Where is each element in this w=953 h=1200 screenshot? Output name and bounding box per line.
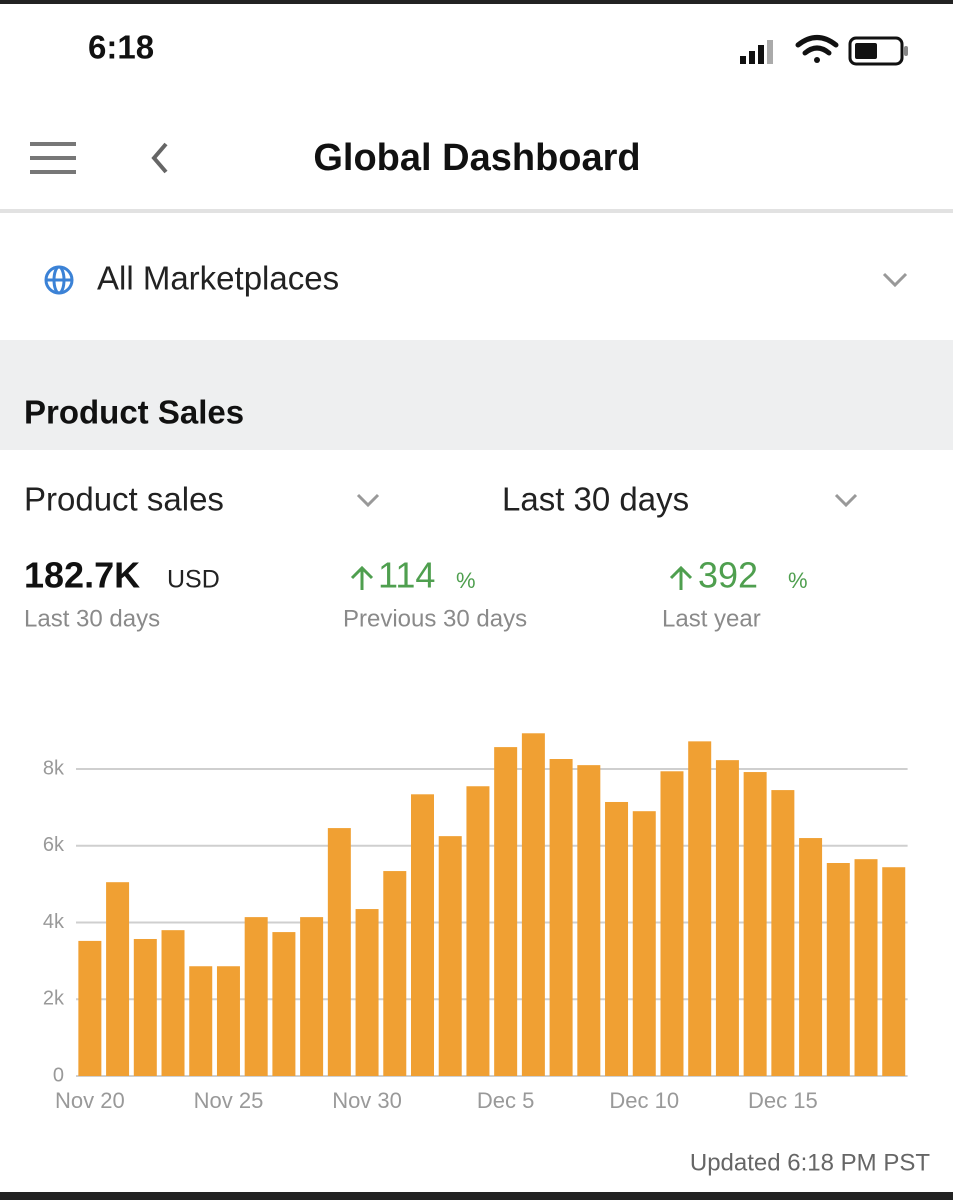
bar: [106, 882, 130, 1076]
y-tick-label: 6k: [43, 834, 65, 856]
bar: [549, 758, 573, 1076]
signal-icon: [740, 40, 773, 64]
bar: [189, 966, 213, 1076]
bar: [133, 938, 157, 1076]
chevron: [882, 272, 908, 288]
bar: [244, 917, 268, 1076]
chevron: [356, 493, 380, 508]
x-tick-label: Nov 20: [55, 1088, 125, 1113]
bar: [577, 765, 601, 1076]
y-tick-label: 8k: [43, 757, 65, 779]
stat-label: Last year: [662, 605, 761, 632]
globe-icon: [44, 265, 74, 295]
section-band: [0, 340, 953, 450]
back-button[interactable]: [151, 142, 168, 174]
metric-label: Product sales: [24, 481, 224, 518]
page-title: Global Dashboard: [313, 137, 640, 179]
y-tick-label: 2k: [43, 988, 65, 1010]
bar: [161, 930, 185, 1076]
bar: [438, 836, 462, 1076]
bar: [216, 966, 240, 1076]
stat-value: 114: [378, 555, 435, 596]
bar: [494, 747, 518, 1076]
up-arrow: [669, 565, 693, 590]
bar: [660, 771, 684, 1076]
stat-label: Last 30 days: [24, 605, 160, 632]
bar: [383, 871, 407, 1076]
status-time: 6:18: [88, 29, 154, 66]
bar: [688, 741, 712, 1076]
bar: [605, 801, 629, 1076]
bar: [715, 760, 739, 1076]
up-arrow: [350, 565, 374, 590]
header-divider: [0, 209, 953, 213]
bar: [327, 828, 351, 1076]
stat-unit: %: [788, 568, 808, 593]
bar: [799, 838, 823, 1076]
stat-value: 392: [698, 555, 758, 596]
bar: [771, 790, 795, 1076]
stat-value: 182.7K: [24, 555, 140, 596]
period-dropdown[interactable]: Last 30 days: [502, 481, 858, 518]
bar: [355, 909, 379, 1076]
bar: [632, 811, 656, 1076]
bar: [411, 794, 434, 1076]
x-tick-label: Nov 30: [332, 1088, 402, 1113]
y-tick-label: 4k: [43, 911, 65, 933]
chart: 0 2k 4k 6k 8k Nov 20 Nov 25 Nov 30 Dec 5 Dec 10 De…: [43, 733, 908, 1113]
metric-dropdown[interactable]: Product sales: [24, 481, 380, 518]
period-label: Last 30 days: [502, 481, 689, 518]
bar: [521, 733, 545, 1076]
frame-bottom: [0, 1192, 953, 1200]
y-tick-label: 0: [53, 1064, 64, 1086]
stat-unit: %: [456, 568, 476, 593]
x-tick-label: Dec 10: [609, 1088, 679, 1113]
bar: [78, 940, 102, 1076]
battery-icon: [848, 36, 908, 66]
x-tick-label: Dec 5: [477, 1088, 534, 1113]
x-tick-label: Dec 15: [748, 1088, 818, 1113]
stat-unit: USD: [167, 566, 220, 594]
updated-note: Updated 6:18 PM PST: [690, 1149, 930, 1176]
bar: [272, 932, 296, 1076]
stat-label: Previous 30 days: [343, 605, 527, 632]
frame-top: [0, 0, 953, 4]
bar: [300, 917, 324, 1076]
bar: [854, 859, 878, 1076]
marketplace-selector[interactable]: All Marketplaces: [44, 260, 908, 297]
bar: [882, 867, 906, 1076]
bar: [743, 772, 767, 1076]
wifi-icon: [795, 35, 839, 63]
menu-button[interactable]: [30, 142, 76, 174]
x-tick-label: Nov 25: [194, 1088, 264, 1113]
bar: [826, 863, 850, 1076]
section-title: Product Sales: [24, 394, 244, 431]
marketplace-label: All Marketplaces: [97, 260, 339, 297]
chevron: [834, 493, 858, 508]
bar: [466, 786, 490, 1076]
